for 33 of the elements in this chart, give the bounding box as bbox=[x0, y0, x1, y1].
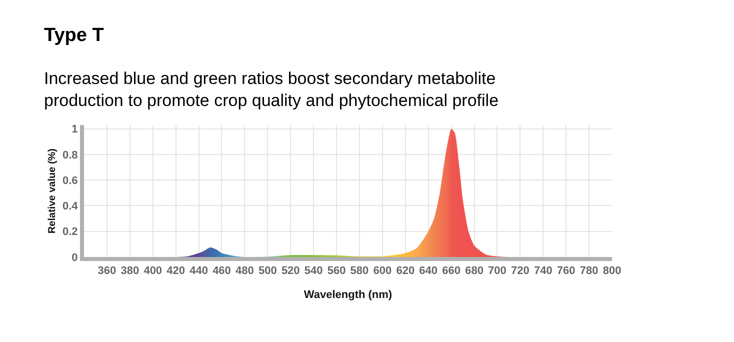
x-axis-title: Wavelength (nm) bbox=[304, 288, 392, 301]
x-tick-label: 400 bbox=[144, 265, 162, 278]
y-tick-label: 0.8 bbox=[62, 149, 78, 162]
x-tick-label: 420 bbox=[166, 265, 186, 278]
y-tick-label: 0.4 bbox=[62, 200, 79, 213]
x-tick-label: 700 bbox=[488, 265, 506, 278]
y-tick-label: 1 bbox=[72, 124, 78, 136]
x-tick-label: 500 bbox=[258, 265, 277, 278]
chart-subtitle: Increased blue and green ratios boost secondary metabolite production to promote crop quality and phytochemical profile bbox=[44, 69, 499, 110]
x-tick-label: 620 bbox=[396, 265, 415, 278]
y-tick-label: 0.6 bbox=[62, 174, 78, 187]
y-axis-title: Relative value (%) bbox=[47, 148, 58, 234]
x-tick-label: 380 bbox=[120, 265, 140, 278]
x-tick-label: 460 bbox=[212, 265, 231, 278]
chart-title: Type T bbox=[44, 25, 104, 46]
x-tick-label: 780 bbox=[580, 265, 598, 278]
x-tick-label: 740 bbox=[534, 265, 552, 278]
y-tick-label: 0 bbox=[72, 252, 78, 264]
y-tick-label: 0.2 bbox=[62, 226, 78, 238]
x-tick-label: 480 bbox=[236, 265, 254, 278]
x-tick-label: 360 bbox=[98, 265, 116, 278]
x-tick-label: 660 bbox=[442, 265, 460, 278]
x-tick-label: 720 bbox=[510, 265, 530, 278]
x-tick-label: 520 bbox=[281, 265, 300, 278]
x-tick-label: 760 bbox=[556, 265, 576, 278]
x-tick-label: 580 bbox=[350, 265, 369, 278]
x-tick-label: 600 bbox=[373, 265, 392, 278]
x-tick-label: 540 bbox=[304, 265, 323, 278]
x-tick-label: 680 bbox=[465, 265, 484, 278]
x-tick-label: 640 bbox=[419, 265, 438, 278]
x-tick-label: 440 bbox=[190, 265, 208, 278]
x-tick-label: 800 bbox=[602, 265, 622, 278]
x-tick-label: 560 bbox=[327, 265, 346, 278]
